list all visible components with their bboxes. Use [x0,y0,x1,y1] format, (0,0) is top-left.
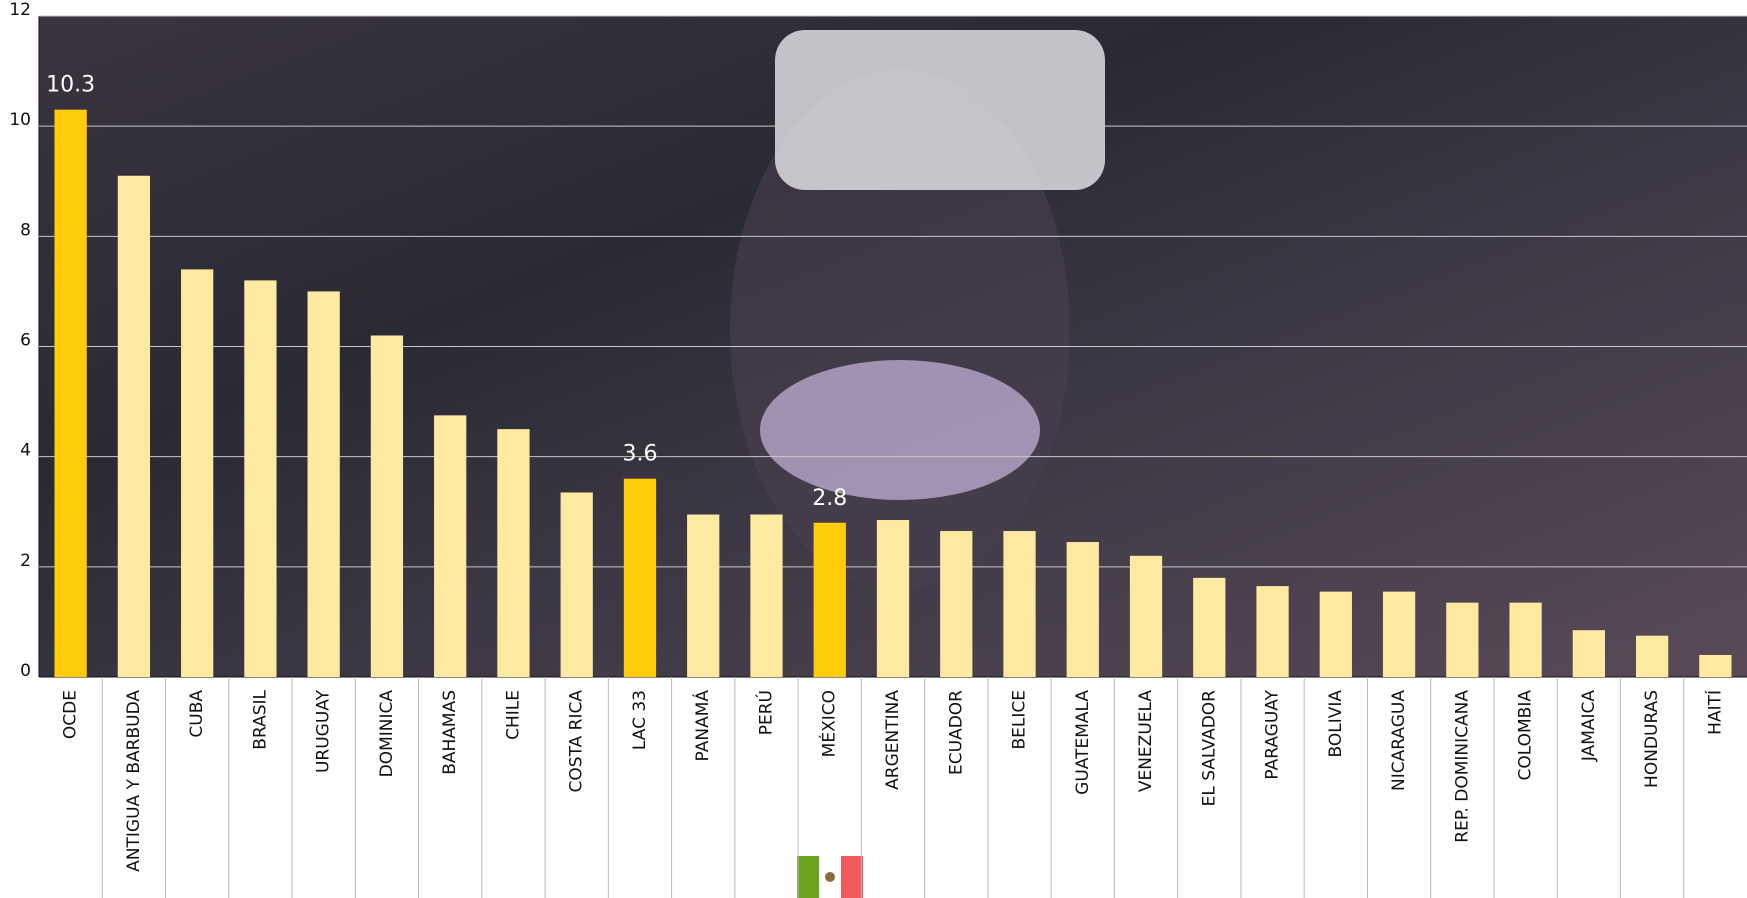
data-label: 10.3 [46,73,95,98]
x-tick-label: VENEZUELA [1136,690,1156,793]
x-tick-label: ECUADOR [946,690,966,775]
bar [117,175,151,677]
bar [181,269,214,677]
x-tick-label: BAHAMAS [440,690,460,775]
x-tick-label: URUGUAY [314,689,334,773]
bar [1572,630,1605,677]
bar [1003,531,1036,677]
x-tick-label: MÉXICO [818,690,840,757]
x-tick-label: PERÚ [754,690,776,735]
x-tick-label: PARAGUAY [1263,689,1283,779]
x-tick-label: COSTA RICA [567,690,587,793]
bar [370,335,404,677]
y-tick-label: 12 [9,0,31,20]
flag-red [841,856,863,898]
data-label: 3.6 [622,442,657,467]
bar [307,291,340,677]
bar [1129,555,1163,677]
x-tick-label: BRASIL [250,689,270,749]
bar [813,522,846,677]
bar [687,514,720,677]
x-tick-label: DOMINICA [377,690,397,778]
x-tick-label: JAMAICA [1579,690,1599,763]
x-tick-label: LAC 33 [630,690,650,750]
y-tick-label: 8 [20,220,31,240]
x-tick-label: OCDE [61,690,81,739]
bar [244,280,277,677]
bar [1382,591,1416,677]
bar [1635,635,1669,677]
bar [623,478,657,677]
bar [1256,586,1289,677]
flag-mexico [797,856,863,898]
x-tick-label: REP. DOMINICANA [1452,690,1472,843]
x-tick-label: COLOMBIA [1516,690,1536,781]
data-label: 2.8 [812,486,847,511]
x-tick-label: NICARAGUA [1389,690,1409,791]
photo-cap [775,30,1105,190]
x-tick-label: ARGENTINA [883,690,903,790]
x-tick-label: BOLIVIA [1326,690,1346,758]
bar [54,109,87,678]
bar [497,429,530,677]
bar [1446,602,1479,677]
flag-emblem [825,872,835,882]
x-tick-label: PANAMÁ [691,690,713,762]
y-tick-label: 4 [20,441,31,461]
x-tick-label: EL SALVADOR [1199,690,1219,807]
x-tick-label: HAITÍ [1703,690,1725,735]
bar [1066,542,1099,677]
x-tick-label: ANTIGUA Y BARBUDA [124,690,144,872]
x-tick-label: HONDURAS [1642,690,1662,788]
bar [434,415,467,677]
bar [940,531,973,677]
bar [1319,591,1352,677]
bar [876,520,910,677]
bar [1699,654,1732,677]
y-tick-label: 10 [9,110,31,130]
bar [1193,577,1226,677]
y-tick-label: 0 [20,661,31,681]
bar [1509,602,1542,677]
bar [560,492,593,677]
y-tick-label: 6 [20,331,31,351]
x-tick-label: CUBA [187,690,207,738]
y-tick-label: 2 [20,551,31,571]
x-tick-label: GUATEMALA [1073,690,1093,795]
photo-mask [760,360,1040,500]
x-tick-label: BELICE [1010,690,1030,750]
bar [750,514,783,677]
x-tick-label: CHILE [503,690,523,740]
flag-green [797,856,819,898]
